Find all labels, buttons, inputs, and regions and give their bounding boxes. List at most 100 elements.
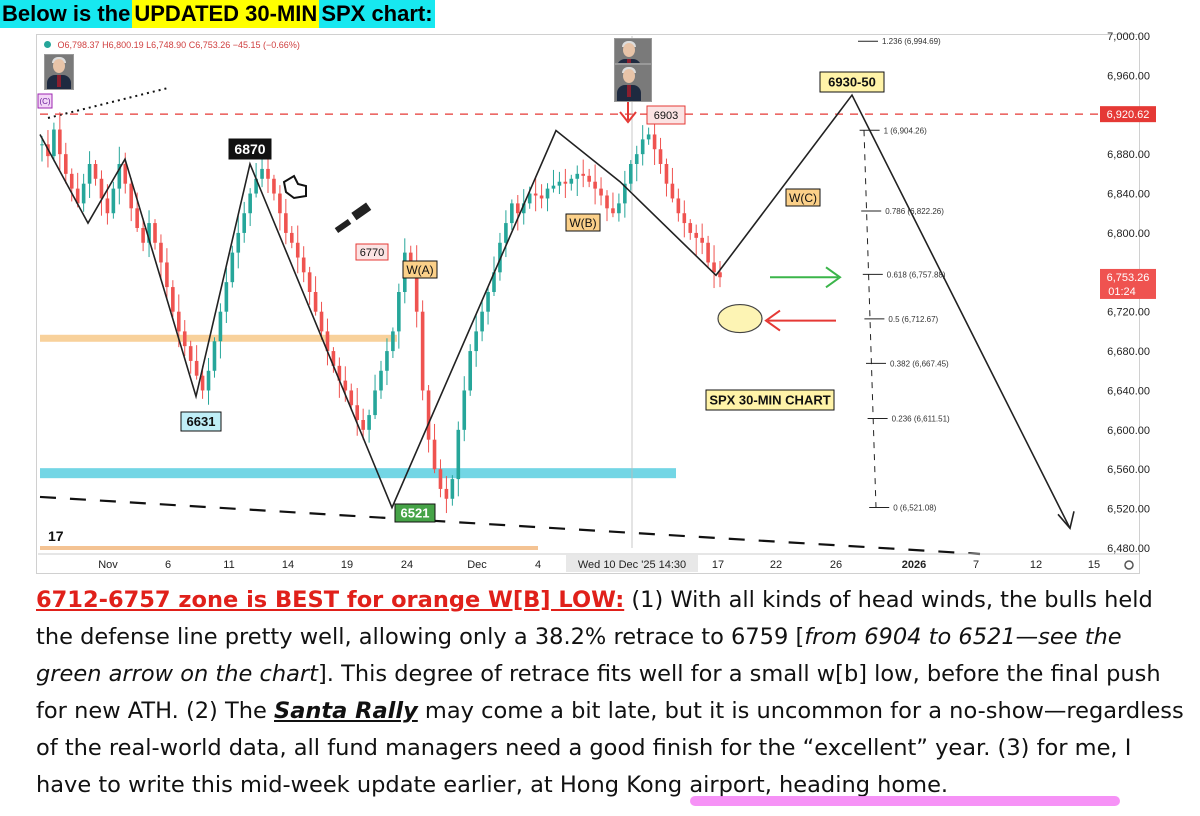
ohlc-change: −45.15 (−0.66%) [232, 40, 300, 50]
candle-body [295, 242, 300, 258]
heading-part-1: Below is the [0, 0, 133, 28]
price-axis-tick: 6,560.00 [1107, 464, 1150, 476]
time-axis-tick: 22 [770, 559, 782, 571]
tradingview-logo-icon: 17 [48, 528, 64, 544]
candle-body [278, 193, 282, 214]
candle-body [135, 208, 139, 228]
hammer-handle-icon [334, 218, 352, 234]
candle-body [58, 129, 62, 155]
price-axis-tick: 6,640.00 [1107, 385, 1150, 397]
annotation-label: 6930-50 [828, 75, 876, 90]
candle-body [397, 292, 401, 332]
candle-body [456, 429, 461, 480]
candle-body [462, 390, 467, 430]
candle-body [307, 272, 312, 292]
candle-body [117, 164, 122, 189]
candle-body [355, 405, 360, 420]
candle-body [81, 183, 86, 204]
fib-axis [863, 130, 877, 508]
candle-body [646, 134, 651, 140]
candle-body [319, 311, 324, 332]
time-axis-tick: 6 [165, 559, 171, 571]
candle-body [533, 193, 538, 196]
wave-arrowhead [1057, 511, 1075, 531]
candle-body [147, 223, 151, 243]
candle-body [474, 331, 478, 352]
candle-body [301, 257, 306, 273]
candle-body [628, 164, 633, 184]
candle-body [123, 164, 128, 184]
candle-body [254, 178, 258, 194]
fib-level-label: 0 (6,521.08) [893, 504, 936, 513]
candle-body [450, 479, 455, 499]
annotation-label: 6903 [654, 110, 678, 122]
candle-body [391, 331, 395, 352]
candle-body [700, 237, 704, 243]
annotation-box [819, 71, 885, 93]
hammer-icon [351, 202, 372, 221]
spx-chart[interactable]: 1.236 (6,994.69) 1 (6,904.26) 0.786 (6,822… [0, 0, 1200, 580]
annotation-box [402, 260, 438, 279]
time-axis-tick: 17 [712, 559, 724, 571]
price-axis-tick: 7,000.00 [1107, 31, 1150, 43]
red-down-arrow-head-icon [619, 111, 637, 124]
candle-body [224, 282, 229, 312]
candle-body [569, 178, 574, 184]
candle-body [159, 242, 163, 263]
candle-body [165, 262, 169, 288]
price-axis-tick: 6,600.00 [1107, 425, 1150, 437]
time-axis-tick: 24 [401, 559, 413, 571]
heading-part-2: UPDATED 30-MIN [132, 0, 320, 28]
candle-body [212, 341, 217, 371]
resistance-price-label: 6,920.62 [1107, 109, 1150, 121]
annotation-label: W(A) [406, 263, 433, 277]
caption-text-b: from 6904 to 6521—see the green arrow on… [36, 624, 1122, 687]
fib-level-label: 0.5 (6,712.67) [888, 315, 938, 324]
annotation-box [646, 105, 686, 125]
candle-body [40, 144, 44, 146]
fib-level-label: 0.382 (6,667.45) [890, 359, 949, 368]
candle-body [539, 195, 544, 199]
annotation-box [228, 138, 272, 160]
post-heading: Below is the UPDATED 30-MIN SPX chart: [0, 0, 435, 30]
annotation-box [565, 213, 601, 232]
pink-highlight-mark [690, 796, 1120, 806]
candle-body [504, 223, 508, 243]
time-axis-tick: 26 [830, 559, 842, 571]
status-dot-icon [44, 41, 51, 48]
candle-body [521, 203, 526, 214]
ohlc-close: C6,753.26 [188, 40, 231, 50]
candle-body [153, 223, 157, 243]
analysis-caption: 6712-6757 zone is BEST for orange W[B] L… [36, 582, 1186, 804]
candle-body [420, 311, 425, 391]
candle-body [373, 390, 377, 416]
candle-body [289, 232, 294, 243]
candle-body [218, 311, 223, 342]
candle-body [444, 488, 449, 499]
time-axis-tick: 14 [282, 559, 294, 571]
candle-body [468, 351, 473, 391]
dotted-trendline [47, 87, 169, 119]
candle-body [670, 183, 675, 199]
target-ellipse [717, 303, 763, 334]
ohlc-low: L6,748.90 [146, 40, 187, 50]
fib-level-label: 1 (6,904.26) [884, 126, 927, 135]
price-axis-tick: 6,880.00 [1107, 149, 1150, 161]
candle-body [492, 272, 496, 292]
candle-body [105, 198, 110, 214]
candle-body [527, 193, 532, 204]
candle-body [634, 154, 639, 164]
dashed-trendline [39, 495, 981, 556]
candle-body [75, 188, 80, 204]
countdown-label: 01:24 [1108, 286, 1136, 298]
time-axis-tick: 15 [1088, 559, 1100, 571]
candle-body [623, 183, 627, 204]
avatar-portrait-icon [44, 54, 74, 90]
candle-body [230, 252, 235, 283]
candle-body [563, 181, 568, 184]
candle-body [200, 375, 205, 391]
candle-body [337, 365, 342, 381]
caption-text-d: may come a bit late, but it is uncommon … [36, 698, 1184, 798]
candle-body [63, 154, 68, 174]
candle-body [343, 380, 348, 391]
